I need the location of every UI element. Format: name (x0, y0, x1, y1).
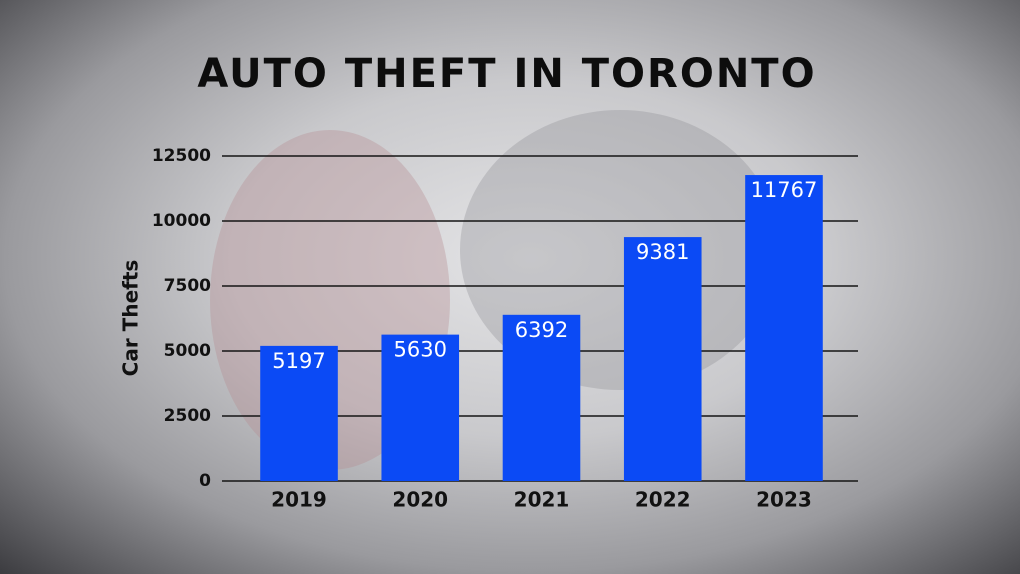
y-tick-label: 5000 (164, 341, 211, 361)
x-tick-label: 2022 (635, 488, 691, 512)
y-tick-label: 12500 (152, 146, 211, 166)
bar (381, 334, 460, 481)
x-tick-label: 2020 (392, 488, 448, 512)
y-tick-label: 7500 (164, 276, 211, 296)
bar (260, 345, 338, 481)
x-tick-label: 2023 (756, 488, 812, 512)
y-tick-label: 0 (199, 471, 211, 491)
value-label: 11767 (751, 178, 818, 202)
x-tick-label: 2019 (271, 488, 327, 512)
y-tick-label: 2500 (164, 406, 211, 426)
value-label: 6392 (515, 318, 568, 342)
bar (502, 314, 581, 481)
y-tick-label: 10000 (152, 211, 211, 231)
bar (745, 175, 823, 482)
value-label: 9381 (636, 240, 689, 264)
bar (623, 237, 702, 481)
value-label: 5197 (272, 349, 325, 373)
y-axis-label: Car Thefts (119, 260, 143, 377)
chart-title: AUTO THEFT IN TORONTO (197, 51, 816, 97)
x-tick-label: 2021 (514, 488, 570, 512)
value-label: 5630 (394, 338, 447, 362)
